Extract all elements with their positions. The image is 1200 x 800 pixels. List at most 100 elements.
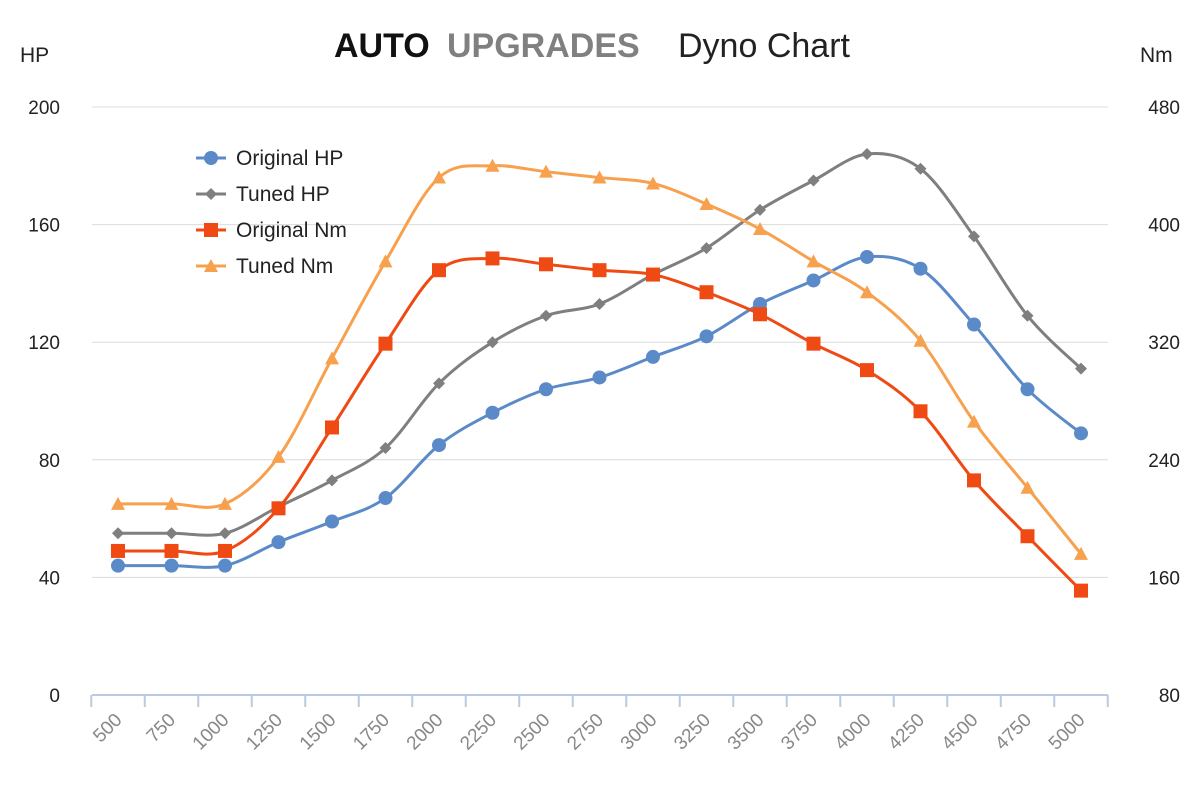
data-point-original-nm bbox=[806, 336, 821, 351]
data-point-original-nm bbox=[753, 307, 767, 322]
legend-item-tuned-nm: Tuned Nm bbox=[196, 255, 333, 278]
data-point-tuned-nm bbox=[699, 197, 714, 211]
data-point-original-nm bbox=[378, 336, 393, 351]
data-point-original-nm bbox=[164, 543, 179, 558]
data-point-original-nm bbox=[699, 285, 714, 300]
data-point-tuned-hp bbox=[754, 203, 766, 216]
data-point-tuned-hp bbox=[379, 442, 392, 455]
data-point-tuned-nm bbox=[378, 254, 393, 268]
legend-item-original-nm: Original Nm bbox=[196, 219, 347, 242]
x-tick-label: 4000 bbox=[831, 710, 876, 755]
x-tick-label: 3000 bbox=[617, 710, 662, 755]
data-point-tuned-hp bbox=[593, 297, 606, 310]
data-point-tuned-nm bbox=[432, 170, 446, 184]
right-tick-label: 480 bbox=[1148, 98, 1180, 119]
data-point-original-hp bbox=[271, 535, 286, 550]
legend-marker-original-hp bbox=[204, 151, 218, 165]
title-brand-upgrades: UPGRADES bbox=[447, 27, 640, 65]
left-tick-label: 120 bbox=[28, 333, 60, 354]
data-point-tuned-nm bbox=[753, 222, 767, 236]
data-point-tuned-hp bbox=[433, 377, 445, 390]
right-axis-unit: Nm bbox=[1140, 44, 1173, 67]
grid bbox=[92, 106, 1108, 578]
data-point-original-nm bbox=[271, 501, 286, 516]
data-point-original-hp bbox=[485, 405, 500, 420]
data-point-tuned-hp bbox=[486, 336, 499, 349]
legend-label: Original HP bbox=[236, 147, 343, 170]
title-dyno-chart: Dyno Chart bbox=[678, 27, 851, 65]
data-point-tuned-hp bbox=[914, 162, 927, 175]
data-point-tuned-hp bbox=[326, 474, 338, 487]
x-tick-label: 1500 bbox=[296, 710, 341, 755]
data-point-original-hp bbox=[1074, 426, 1088, 441]
data-point-original-hp bbox=[539, 382, 553, 397]
data-point-original-hp bbox=[432, 438, 446, 453]
x-tick-label: 1000 bbox=[189, 710, 234, 755]
data-point-original-nm bbox=[325, 420, 339, 435]
right-tick-label: 160 bbox=[1148, 568, 1180, 589]
data-point-original-nm bbox=[860, 363, 874, 378]
data-point-tuned-hp bbox=[700, 242, 713, 255]
left-tick-label: 0 bbox=[49, 686, 60, 707]
data-point-tuned-nm bbox=[111, 496, 125, 510]
x-tick-label: 2000 bbox=[403, 710, 448, 755]
legend-label: Original Nm bbox=[236, 219, 347, 242]
data-point-original-nm bbox=[485, 251, 500, 266]
data-point-original-nm bbox=[1074, 583, 1088, 598]
series-original-nm bbox=[111, 251, 1088, 598]
data-point-original-hp bbox=[325, 514, 339, 529]
legend-item-tuned-hp: Tuned HP bbox=[196, 183, 330, 206]
data-point-original-nm bbox=[1020, 529, 1035, 544]
x-tick-label: 4750 bbox=[991, 710, 1036, 755]
data-point-original-nm bbox=[432, 263, 446, 278]
x-tick-label: 5000 bbox=[1045, 710, 1090, 755]
x-tick-label: 2500 bbox=[510, 710, 555, 755]
x-tick-label: 4500 bbox=[938, 710, 983, 755]
chart-title: AUTO UPGRADES Dyno Chart bbox=[334, 27, 851, 65]
data-point-tuned-hp bbox=[807, 174, 820, 187]
data-point-original-nm bbox=[913, 404, 928, 419]
data-point-tuned-hp bbox=[968, 230, 980, 243]
data-point-tuned-hp bbox=[112, 527, 124, 540]
left-tick-label: 80 bbox=[39, 451, 60, 472]
data-point-original-nm bbox=[111, 543, 125, 558]
series-tuned-nm bbox=[111, 158, 1088, 560]
legend-marker-tuned-nm bbox=[204, 259, 218, 272]
data-point-original-nm bbox=[539, 257, 553, 272]
data-point-tuned-hp bbox=[1075, 362, 1087, 375]
data-point-original-nm bbox=[967, 473, 981, 488]
data-point-tuned-nm bbox=[164, 496, 179, 510]
data-point-tuned-hp bbox=[1021, 309, 1034, 322]
legend-marker-tuned-hp bbox=[205, 188, 217, 200]
left-axis-unit: HP bbox=[20, 44, 49, 67]
data-point-original-hp bbox=[860, 249, 874, 264]
data-point-tuned-hp bbox=[861, 148, 873, 161]
x-tick-label: 2750 bbox=[563, 710, 608, 755]
x-tick-label: 500 bbox=[89, 710, 126, 747]
data-point-original-hp bbox=[699, 329, 714, 344]
x-tick-label: 1250 bbox=[242, 710, 287, 755]
legend: Original HP Tuned HP Original Nm Tuned Nm bbox=[196, 147, 347, 278]
axes: 0 80 40 160 80 240 120 320 160 400 200 480 500 750 100… bbox=[28, 98, 1180, 754]
data-point-original-nm bbox=[218, 543, 232, 558]
data-point-tuned-nm bbox=[913, 333, 928, 347]
data-point-tuned-hp bbox=[540, 309, 552, 322]
left-tick-label: 40 bbox=[39, 568, 60, 589]
data-point-tuned-nm bbox=[967, 414, 981, 428]
x-tick-label: 3500 bbox=[724, 710, 769, 755]
right-tick-label: 320 bbox=[1148, 333, 1180, 354]
data-point-tuned-nm bbox=[1074, 546, 1088, 560]
data-point-original-hp bbox=[967, 317, 981, 332]
legend-label: Tuned HP bbox=[236, 183, 330, 206]
series-original-hp bbox=[111, 249, 1088, 573]
legend-label: Tuned Nm bbox=[236, 255, 333, 278]
right-tick-label: 400 bbox=[1148, 216, 1180, 237]
data-point-original-hp bbox=[913, 261, 928, 276]
series bbox=[111, 148, 1088, 598]
title-brand-auto: AUTO bbox=[334, 27, 430, 65]
data-point-original-hp bbox=[378, 491, 393, 506]
data-point-tuned-nm bbox=[485, 158, 500, 172]
data-point-original-hp bbox=[806, 273, 821, 288]
data-point-original-hp bbox=[646, 349, 660, 364]
